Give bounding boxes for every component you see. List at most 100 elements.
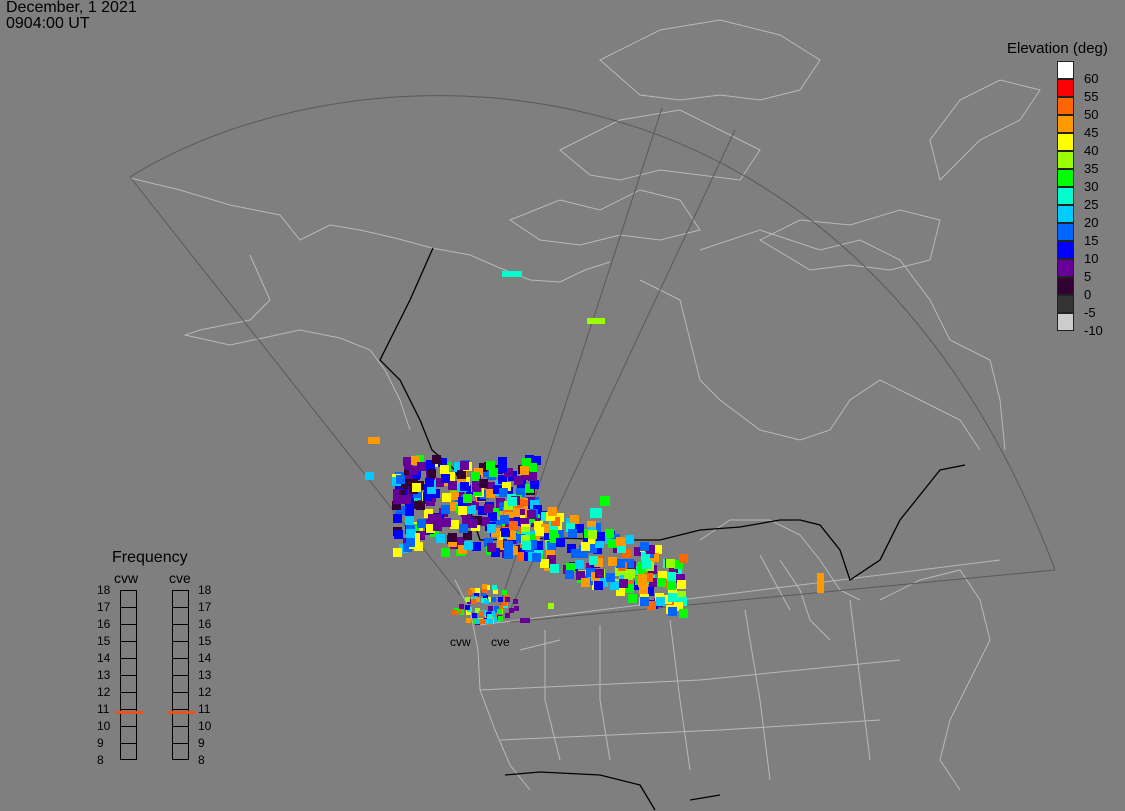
data-cell (566, 563, 575, 572)
data-cell (527, 510, 536, 519)
data-cell (532, 553, 541, 562)
data-cell (548, 507, 557, 516)
data-cell (521, 471, 530, 480)
data-cell (528, 472, 537, 481)
data-cell (465, 605, 470, 610)
data-cell (393, 495, 402, 504)
data-cell (480, 619, 485, 624)
data-cell (473, 516, 482, 525)
frequency-label-cve: cve (169, 570, 191, 586)
legend-label: 20 (1084, 215, 1099, 230)
data-cell (396, 475, 405, 484)
frequency-tick-label: 17 (97, 600, 111, 614)
data-cell (516, 545, 525, 554)
data-cell (462, 515, 471, 524)
data-cell (530, 480, 539, 489)
data-cell (608, 557, 617, 566)
data-cell (504, 550, 513, 559)
data-cell (628, 594, 637, 603)
legend-swatch (1057, 259, 1074, 277)
data-cell (442, 518, 451, 527)
legend-label: 45 (1084, 125, 1099, 140)
data-cell (466, 610, 471, 615)
data-cell (488, 606, 493, 611)
data-cell (484, 504, 493, 513)
legend-label: 25 (1084, 197, 1099, 212)
data-cell (481, 517, 490, 526)
data-cell (458, 497, 467, 506)
data-cell (495, 480, 504, 489)
data-cell (448, 533, 457, 542)
data-cell (646, 545, 655, 554)
data-cell (513, 508, 522, 517)
data-cell (522, 541, 531, 550)
frequency-tick-label: 11 (97, 702, 110, 716)
data-cell (471, 472, 480, 481)
data-cell (505, 613, 510, 618)
data-cell (440, 465, 449, 474)
data-cell (504, 468, 513, 477)
data-cell (650, 553, 659, 562)
data-cell (405, 511, 414, 520)
data-cell (616, 559, 625, 568)
data-cell (484, 538, 493, 547)
data-cell (479, 611, 484, 616)
data-cell (502, 271, 522, 277)
data-cell (427, 469, 436, 478)
data-cell (499, 502, 508, 511)
radar-label-cvw: cvw (450, 635, 471, 649)
data-cell (471, 599, 476, 604)
data-cell (611, 534, 620, 543)
frequency-tick-label: 16 (97, 617, 111, 631)
frequency-title: Frequency (112, 549, 188, 566)
data-cell (567, 544, 576, 553)
data-cell (534, 541, 543, 550)
data-cell (617, 544, 626, 553)
legend-label: -10 (1084, 323, 1103, 338)
data-cell (674, 602, 683, 611)
data-cell (482, 588, 487, 593)
data-cell (425, 478, 434, 487)
data-cell (487, 524, 496, 533)
data-cell (505, 597, 510, 602)
data-cell (502, 482, 511, 491)
data-cell (555, 530, 564, 539)
data-cell (550, 534, 559, 543)
data-cell (423, 492, 432, 501)
data-cell (592, 523, 601, 532)
data-cell (484, 599, 489, 604)
data-cell (411, 456, 420, 465)
legend-swatch (1057, 241, 1074, 259)
data-cell (458, 545, 467, 554)
data-cell (645, 587, 654, 596)
data-cell (647, 601, 656, 610)
data-cell (677, 580, 686, 589)
data-cell (498, 457, 507, 466)
data-cell (599, 578, 608, 587)
data-cell (530, 500, 539, 509)
data-cell (393, 489, 402, 498)
data-cell (457, 470, 466, 479)
data-cell (528, 540, 537, 549)
data-cell (441, 474, 450, 483)
legend-swatch (1057, 187, 1074, 205)
frequency-tick-label: 18 (198, 583, 212, 597)
data-cell (548, 603, 554, 609)
data-cell (606, 573, 615, 582)
data-cell (666, 559, 675, 568)
data-cell (676, 574, 685, 583)
data-cell (460, 461, 469, 470)
data-cell (483, 595, 488, 600)
data-cell (448, 538, 457, 547)
data-cell (475, 608, 480, 613)
radar-label-cve: cve (491, 635, 510, 649)
data-cell (456, 537, 465, 546)
data-cell (570, 515, 579, 524)
data-cell (588, 530, 597, 539)
legend-label: 35 (1084, 161, 1099, 176)
frequency-tick-label: 13 (198, 668, 212, 682)
data-cell (450, 520, 459, 529)
data-cell (409, 466, 418, 475)
data-cell (414, 542, 423, 551)
data-cell (501, 528, 510, 537)
